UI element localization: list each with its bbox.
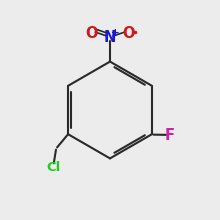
Text: F: F: [165, 128, 175, 143]
Text: N: N: [104, 30, 116, 45]
Text: O: O: [86, 26, 98, 41]
Text: O: O: [122, 26, 134, 41]
Text: +: +: [110, 28, 119, 38]
Text: Cl: Cl: [46, 161, 60, 174]
